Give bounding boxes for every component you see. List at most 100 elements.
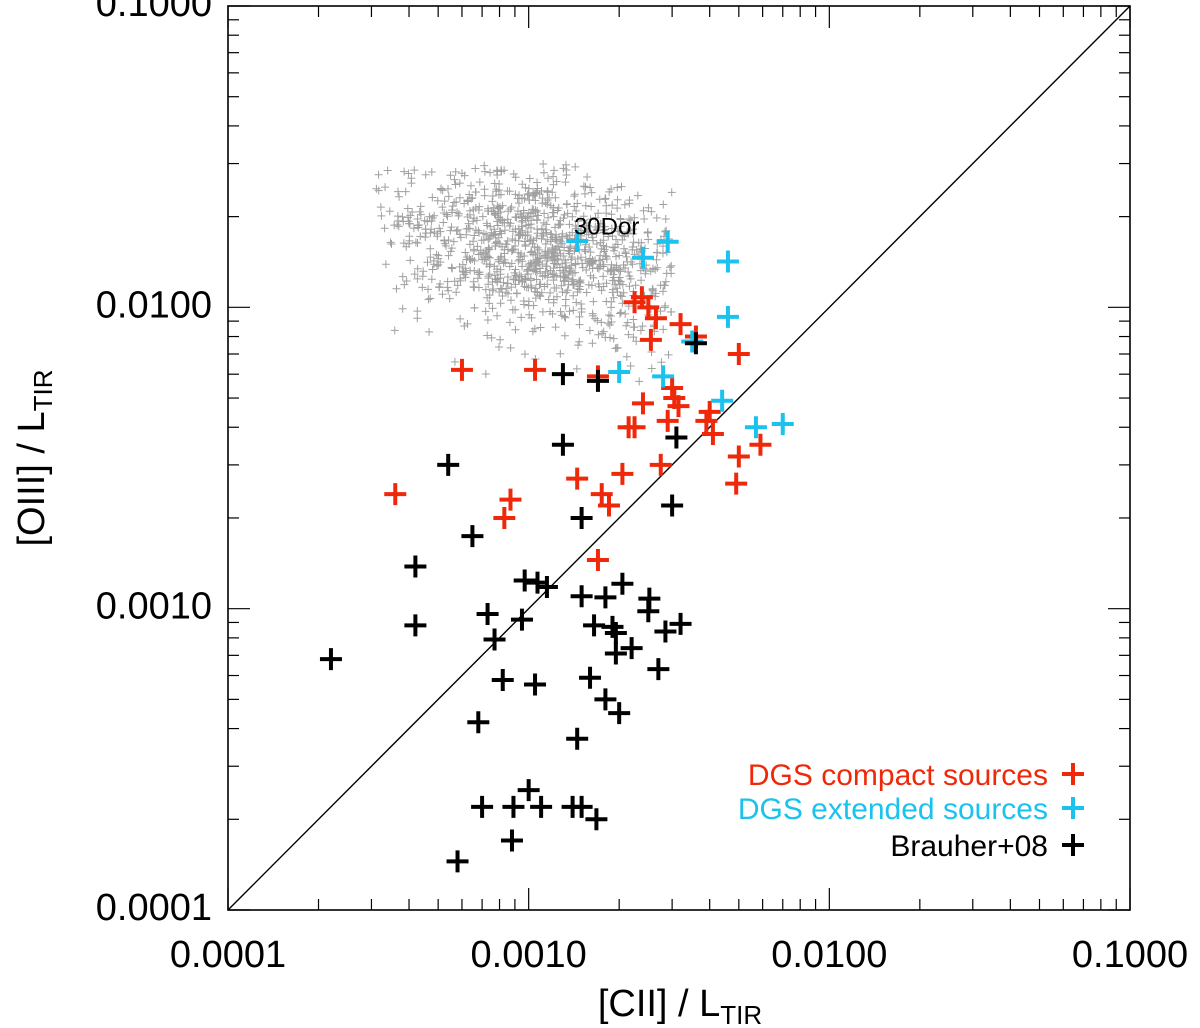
cloud-point <box>489 203 498 212</box>
cloud-point <box>550 166 559 175</box>
cloud-point <box>589 236 598 245</box>
cloud-point <box>535 190 544 199</box>
cloud-point <box>392 284 401 293</box>
cloud-point <box>404 169 413 178</box>
cloud-point <box>581 182 590 191</box>
cloud-point <box>533 288 542 297</box>
cloud-point <box>548 245 557 254</box>
cloud-point <box>403 204 412 213</box>
cloud-point <box>446 247 455 256</box>
cloud-point <box>533 243 542 252</box>
cloud-point <box>415 220 424 229</box>
cloud-point <box>591 256 600 265</box>
y-tick-label: 0.0001 <box>96 887 212 929</box>
cloud-point <box>543 188 552 197</box>
cloud-point <box>517 222 526 231</box>
cloud-point <box>447 223 456 232</box>
cloud-point <box>546 201 555 210</box>
cloud-point <box>455 193 464 202</box>
cloud-point <box>399 239 408 248</box>
cloud-point <box>572 206 581 215</box>
data-point <box>654 620 677 643</box>
cloud-point <box>613 195 622 204</box>
cloud-point <box>463 319 472 328</box>
data-point <box>716 250 739 273</box>
cloud-point <box>661 214 670 223</box>
cloud-point <box>421 229 430 238</box>
cloud-point <box>490 210 499 219</box>
cloud-point <box>606 267 615 276</box>
cloud-point <box>548 208 557 217</box>
data-point <box>491 668 514 691</box>
cloud-point <box>446 171 455 180</box>
cloud-point <box>598 329 607 338</box>
cloud-point <box>595 282 604 291</box>
cloud-point <box>616 267 625 276</box>
cloud-point <box>538 307 547 316</box>
cloud-point <box>381 260 390 269</box>
data-point <box>524 358 547 381</box>
cloud-point <box>529 188 538 197</box>
cloud-point <box>553 260 562 269</box>
cloud-point <box>625 215 634 224</box>
cloud-point <box>376 203 385 212</box>
cloud-point <box>612 284 621 293</box>
data-point <box>510 608 533 631</box>
cloud-point <box>572 364 581 373</box>
cloud-point <box>554 221 563 230</box>
cloud-point <box>455 179 464 188</box>
cloud-point <box>656 281 665 290</box>
data-point <box>566 230 589 253</box>
cloud-point <box>393 187 402 196</box>
data-point <box>461 525 484 548</box>
data-point <box>665 426 688 449</box>
cloud-point <box>520 237 529 246</box>
cloud-point <box>495 343 504 352</box>
cloud-point <box>444 236 453 245</box>
cloud-point <box>478 255 487 264</box>
cloud-point <box>536 323 545 332</box>
data-point <box>471 795 494 818</box>
cloud-point <box>620 232 629 241</box>
cloud-point <box>458 260 467 269</box>
cloud-point <box>478 212 487 221</box>
cloud-point <box>589 297 598 306</box>
cloud-point <box>496 284 505 293</box>
cloud-point <box>395 192 404 201</box>
cloud-point <box>619 244 628 253</box>
cloud-point <box>537 224 546 233</box>
cloud-point <box>604 319 613 328</box>
cloud-point <box>544 295 553 304</box>
cloud-point <box>524 184 533 193</box>
cloud-point <box>426 294 435 303</box>
data-point <box>404 614 427 637</box>
cloud-point <box>461 248 470 257</box>
cloud-point <box>610 276 619 285</box>
cloud-point <box>494 204 503 213</box>
data-point <box>590 483 613 506</box>
cloud-point <box>531 250 540 259</box>
cloud-point <box>496 216 505 225</box>
cloud-point <box>661 277 670 286</box>
cloud-point <box>474 268 483 277</box>
cloud-point <box>435 224 444 233</box>
cloud-point <box>524 208 533 217</box>
cloud-point <box>426 244 435 253</box>
cloud-point <box>483 331 492 340</box>
data-points <box>319 230 794 873</box>
cloud-point <box>606 333 615 342</box>
data-point <box>566 467 589 490</box>
data-point <box>604 622 627 645</box>
cloud-point <box>438 186 447 195</box>
data-point <box>597 494 620 517</box>
cloud-point <box>562 264 571 273</box>
cloud-point <box>658 287 667 296</box>
one-to-one-line <box>227 5 1131 911</box>
cloud-point <box>573 288 582 297</box>
cloud-point <box>556 273 565 282</box>
cloud-point <box>587 230 596 239</box>
cloud-point <box>406 256 415 265</box>
data-point <box>701 422 724 445</box>
cloud-point <box>425 327 434 336</box>
